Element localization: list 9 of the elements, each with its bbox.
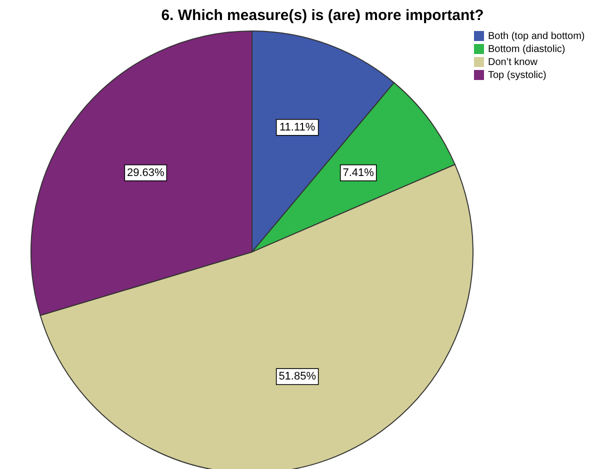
data-label: 29.63% [126,166,165,179]
data-label: 7.41% [342,166,374,179]
legend-label: Both (top and bottom) [488,31,585,42]
data-label: 11.11% [280,121,316,134]
legend-label: Top (systolic) [488,70,546,81]
data-label: 51.85% [278,370,316,383]
legend-label: Don’t know [488,57,538,68]
legend-label: Bottom (diastolic) [488,44,566,55]
chart-title: 6. Which measure(s) is (are) more important? [160,7,485,24]
